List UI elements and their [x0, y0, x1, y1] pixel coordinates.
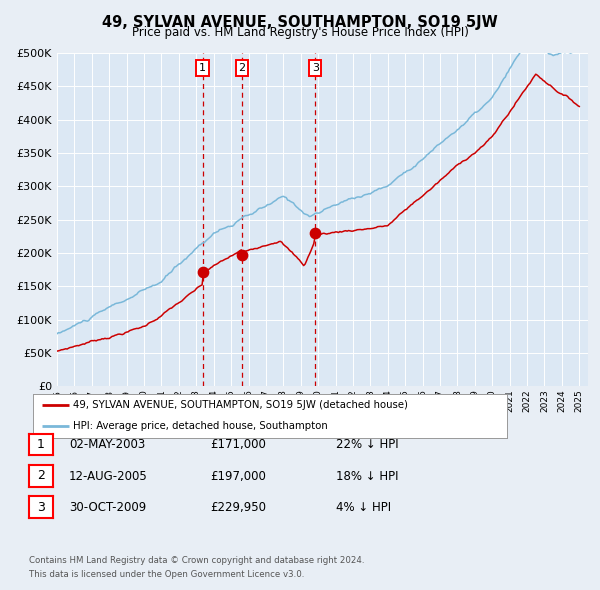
Text: 02-MAY-2003: 02-MAY-2003	[69, 438, 145, 451]
Text: 3: 3	[37, 500, 45, 514]
Text: £171,000: £171,000	[210, 438, 266, 451]
Point	[237, 250, 247, 260]
Text: HPI: Average price, detached house, Southampton: HPI: Average price, detached house, Sout…	[73, 421, 328, 431]
Text: 30-OCT-2009: 30-OCT-2009	[69, 501, 146, 514]
Text: 12-AUG-2005: 12-AUG-2005	[69, 470, 148, 483]
Text: 2: 2	[238, 63, 245, 73]
Text: 2: 2	[37, 469, 45, 483]
Text: Price paid vs. HM Land Registry's House Price Index (HPI): Price paid vs. HM Land Registry's House …	[131, 26, 469, 39]
Text: 49, SYLVAN AVENUE, SOUTHAMPTON, SO19 5JW: 49, SYLVAN AVENUE, SOUTHAMPTON, SO19 5JW	[102, 15, 498, 30]
Text: 18% ↓ HPI: 18% ↓ HPI	[336, 470, 398, 483]
Text: 3: 3	[311, 63, 319, 73]
Text: Contains HM Land Registry data © Crown copyright and database right 2024.: Contains HM Land Registry data © Crown c…	[29, 556, 364, 565]
Text: £229,950: £229,950	[210, 501, 266, 514]
Text: £197,000: £197,000	[210, 470, 266, 483]
Text: 1: 1	[37, 438, 45, 451]
Text: 1: 1	[199, 63, 206, 73]
Text: 49, SYLVAN AVENUE, SOUTHAMPTON, SO19 5JW (detached house): 49, SYLVAN AVENUE, SOUTHAMPTON, SO19 5JW…	[73, 401, 408, 411]
Text: 4% ↓ HPI: 4% ↓ HPI	[336, 501, 391, 514]
Text: 22% ↓ HPI: 22% ↓ HPI	[336, 438, 398, 451]
Point	[310, 228, 320, 238]
Point	[198, 268, 208, 277]
Text: This data is licensed under the Open Government Licence v3.0.: This data is licensed under the Open Gov…	[29, 571, 304, 579]
